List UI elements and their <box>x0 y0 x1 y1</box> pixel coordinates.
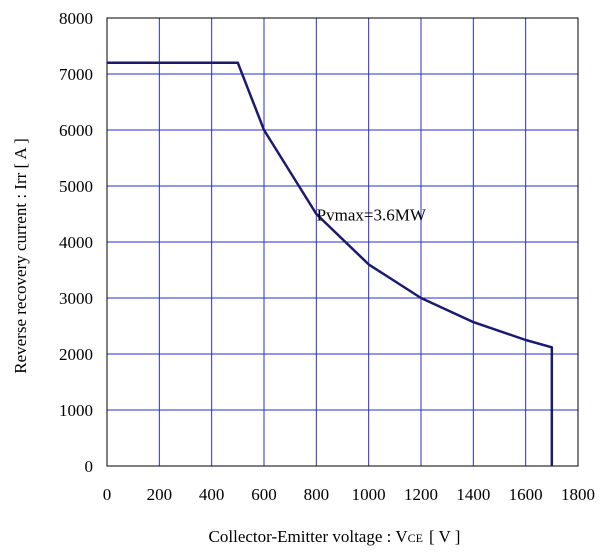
series-line <box>107 61 554 466</box>
grid-lines <box>107 18 578 466</box>
x-tick-label: 200 <box>147 485 173 504</box>
y-tick-label: 0 <box>85 457 94 476</box>
y-tick-label: 3000 <box>59 289 93 308</box>
x-axis-title: Collector-Emitter voltage : VCE [ V ] <box>209 527 461 546</box>
x-tick-label: 400 <box>199 485 225 504</box>
x-tick-label: 1600 <box>509 485 543 504</box>
plot-area <box>106 17 579 467</box>
x-tick-label: 600 <box>251 485 277 504</box>
y-tick-label: 6000 <box>59 121 93 140</box>
y-tick-label: 1000 <box>59 401 93 420</box>
y-axis-title: Reverse recovery current : Irr [ A ] <box>11 138 30 374</box>
annotation-label: Pvmax=3.6MW <box>317 206 427 225</box>
y-tick-label: 5000 <box>59 177 93 196</box>
x-tick-label: 1800 <box>561 485 595 504</box>
x-axis-title-unit: [ V ] <box>429 527 461 546</box>
x-axis-title-subscript: CE <box>408 531 423 545</box>
x-tick-label: 1000 <box>352 485 386 504</box>
y-tick-label: 4000 <box>59 233 93 252</box>
y-tick-label: 8000 <box>59 9 93 28</box>
x-tick-label: 0 <box>103 485 112 504</box>
y-tick-labels: 0 1000 2000 3000 4000 5000 6000 7000 8000 <box>59 9 93 476</box>
y-tick-label: 7000 <box>59 65 93 84</box>
x-tick-label: 1200 <box>404 485 438 504</box>
x-tick-label: 800 <box>304 485 330 504</box>
y-tick-label: 2000 <box>59 345 93 364</box>
x-tick-label: 1400 <box>456 485 490 504</box>
x-tick-labels: 0 200 400 600 800 1000 1200 1400 1600 1800 <box>103 485 595 504</box>
x-axis-title-main: Collector-Emitter voltage : V <box>209 527 409 546</box>
